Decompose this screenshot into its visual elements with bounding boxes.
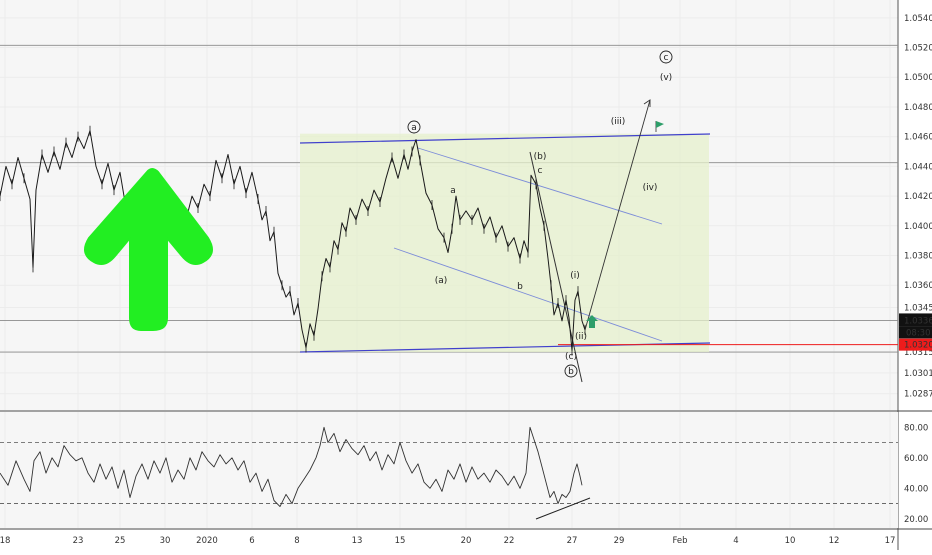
time-tick-label: 6 [249, 536, 254, 546]
current-price-value: 1.03363 [904, 316, 932, 326]
time-tick-label: 8 [294, 536, 299, 546]
time-axis[interactable]: 18 23 25 30 2020 6 8 13 15 20 22 27 29 Feb 4 10 12 17 [0, 536, 895, 546]
rsi-divergence-line [535, 497, 591, 520]
wave-label: (ii) [575, 332, 587, 342]
price-tick-label: 1.03800 [904, 252, 932, 262]
rsi-tick-label: 20.00 [904, 515, 928, 525]
time-tick-label: 20 [461, 536, 472, 546]
wave-labels: a a (a) b (b) c (i) (ii) (c) b (iii) (iv) (v) c [407, 50, 673, 378]
wave-label: (i) [570, 271, 580, 281]
price-tick-label: 1.03450 [904, 304, 932, 314]
wave-label: b [568, 367, 574, 377]
wave-label: c [664, 53, 669, 63]
wave-label: c [538, 166, 543, 176]
rsi-line [0, 426, 583, 508]
price-tick-label: 1.02870 [904, 390, 932, 400]
rsi-pane-bg [0, 412, 898, 528]
time-tick-label: 25 [115, 536, 126, 546]
time-tick-label: 30 [160, 536, 171, 546]
projection-line [584, 99, 651, 331]
stop-badge [899, 338, 932, 351]
rsi-tick-label: 60.00 [904, 454, 928, 464]
time-tick-label: 23 [73, 536, 84, 546]
time-tick-label: 29 [614, 536, 625, 546]
wave-label: a [411, 123, 417, 133]
time-tick-label: 12 [829, 536, 840, 546]
target-flag-icon [656, 121, 664, 128]
wave-label: (iii) [611, 117, 626, 127]
price-tick-label: 1.03600 [904, 281, 932, 291]
channel-zone [300, 133, 709, 353]
wave-label: a [450, 186, 456, 196]
stop-value: 1.03200 [904, 341, 932, 351]
wave-label-circle [659, 50, 673, 64]
time-tick-label: Feb [672, 536, 687, 546]
current-price-badge [899, 313, 932, 327]
price-tick-label: 1.04200 [904, 192, 932, 202]
time-tick-label: 10 [785, 536, 796, 546]
big-up-arrow [84, 168, 213, 331]
time-tick-label: 18 [0, 536, 10, 546]
wave-label: (c) [565, 352, 577, 362]
price-tick-label: 1.03150 [904, 348, 932, 358]
price-axis[interactable]: 1.05400 1.05200 1.05000 1.04800 1.04600 1.044… [899, 14, 932, 400]
time-tick-label: 2020 [196, 536, 218, 546]
wave-b-line [529, 151, 583, 383]
time-tick-label: 17 [885, 536, 896, 546]
countdown-badge [899, 326, 932, 339]
rsi-pane: 80.00 60.00 40.00 20.00 [0, 412, 928, 528]
price-tick-label: 1.04400 [904, 162, 932, 172]
time-tick-label: 15 [395, 536, 406, 546]
rsi-tick-label: 40.00 [904, 484, 928, 494]
price-tick-label: 1.04000 [904, 222, 932, 232]
inner-channel-upper [417, 147, 663, 225]
wave-overlays [0, 44, 898, 383]
time-tick-label: 27 [567, 536, 578, 546]
rsi-tick-label: 80.00 [904, 423, 928, 433]
wave-label-circle [407, 120, 421, 134]
wave-label: b [517, 282, 523, 292]
price-tick-label: 1.05000 [904, 73, 932, 83]
price-tick-label: 1.04800 [904, 103, 932, 113]
countdown-value: 08:30 [906, 328, 931, 338]
wave-label: (iv) [643, 183, 658, 193]
price-tick-label: 1.03010 [904, 369, 932, 379]
price-tick-label: 1.04600 [904, 133, 932, 143]
bullish-arrow-icon [84, 168, 213, 331]
projection-arrowhead [643, 99, 651, 107]
entry-marker-icon [586, 315, 598, 328]
time-tick-label: 13 [352, 536, 363, 546]
time-tick-label: 22 [504, 536, 515, 546]
wave-label: (v) [660, 73, 672, 83]
channel-upper-line [299, 133, 711, 144]
price-tick-label: 1.05400 [904, 14, 932, 24]
time-tick-label: 4 [733, 536, 738, 546]
wave-label: (a) [435, 276, 448, 286]
wave-label: (b) [534, 152, 547, 162]
wave-label-circle [564, 364, 578, 378]
price-tick-label: 1.05200 [904, 44, 932, 54]
inner-channel-lower [393, 247, 663, 342]
